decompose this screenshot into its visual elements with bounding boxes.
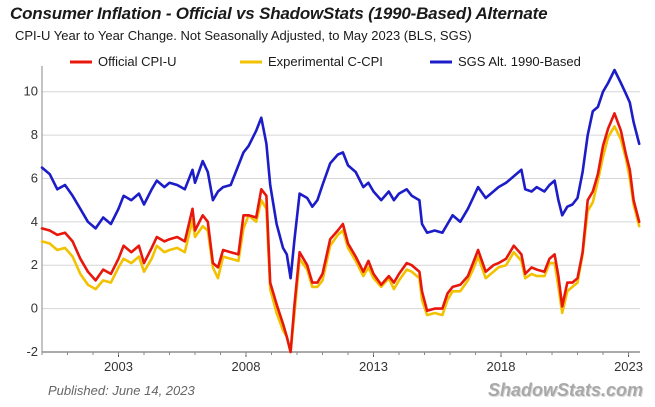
x-tick-label: 2023 bbox=[614, 359, 643, 374]
y-tick-label: 2 bbox=[31, 257, 38, 272]
chart-title: Consumer Inflation - Official vs ShadowS… bbox=[10, 4, 548, 23]
tick-labels: -2 0 2 4 6 8 10 2003 2008 2013 2018 2023 bbox=[24, 84, 643, 374]
y-tick-label: 10 bbox=[24, 84, 38, 99]
series-layer bbox=[40, 68, 641, 354]
gridlines bbox=[42, 91, 640, 353]
series-line-official-cpi-u bbox=[40, 112, 641, 354]
y-tick-label: -2 bbox=[26, 344, 38, 359]
legend-label: Official CPI-U bbox=[98, 54, 177, 69]
chart-legend: Official CPI-U Experimental C-CPI SGS Alt.… bbox=[70, 54, 581, 69]
series-line-sgs-alt-1990-based bbox=[40, 68, 641, 280]
series-line-experimental-c-cpi bbox=[40, 125, 641, 354]
chart-subtitle: CPI-U Year to Year Change. Not Seasonall… bbox=[15, 28, 472, 43]
x-tick-label: 2003 bbox=[104, 359, 133, 374]
legend-label: SGS Alt. 1990-Based bbox=[458, 54, 581, 69]
published-date: Published: June 14, 2023 bbox=[48, 383, 195, 398]
source-logo: ShadowStats.com bbox=[487, 380, 643, 400]
y-tick-label: 0 bbox=[31, 301, 38, 316]
axes bbox=[41, 66, 640, 357]
x-tick-label: 2013 bbox=[359, 359, 388, 374]
y-tick-label: 6 bbox=[31, 170, 38, 185]
x-tick-label: 2018 bbox=[487, 359, 516, 374]
legend-label: Experimental C-CPI bbox=[268, 54, 383, 69]
y-tick-label: 8 bbox=[31, 127, 38, 142]
x-tick-label: 2008 bbox=[232, 359, 261, 374]
y-tick-label: 4 bbox=[31, 214, 38, 229]
